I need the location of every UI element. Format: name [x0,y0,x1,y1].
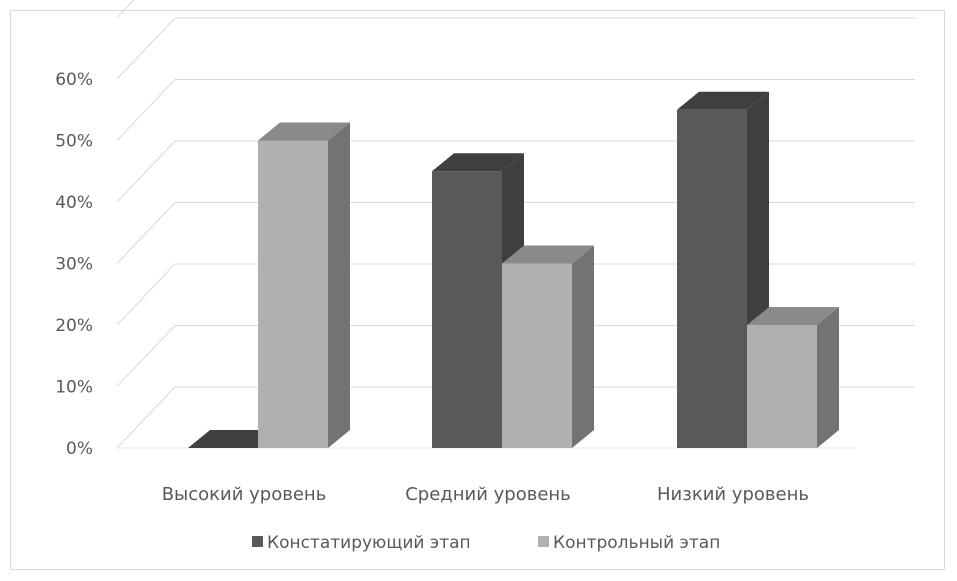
gridline-diagonal [116,17,176,80]
y-tick-label: 10% [55,378,93,398]
legend-swatch [538,536,549,547]
bar [747,307,839,448]
x-axis-categories: Высокий уровень Средний уровень Низкий уро… [162,484,809,505]
bar-side [328,122,350,448]
bar-top [747,307,839,325]
category-label: Средний уровень [405,484,571,505]
gridline-diagonal [116,140,176,203]
bar-front [502,263,572,448]
legend-label: Констатирующий этап [267,533,471,553]
category-label: Высокий уровень [162,484,327,505]
bar [502,245,594,448]
bar-front [747,325,817,448]
gridline-diagonal [116,325,176,387]
bar-top [188,430,280,448]
bar [258,122,350,448]
gridline-diagonal [116,386,176,449]
y-tick-label: 50% [55,132,93,152]
bar-front [677,109,747,448]
bar-top [677,91,769,110]
bars [188,91,839,448]
y-tick-label: 0% [66,439,93,459]
gridline-diagonal [116,263,176,326]
legend-swatch [252,536,263,547]
y-axis-ticks: 0% 10% 20% 30% 40% 50% 60% [55,70,93,459]
legend: Констатирующий этап Контрольный этап [252,533,720,553]
bar-side [572,245,594,448]
bar-front [432,171,502,448]
bar [432,153,524,448]
gridline-diagonal [116,202,176,264]
bar-side [817,307,839,448]
bar-top [258,122,350,141]
y-tick-label: 20% [55,316,93,336]
legend-label: Контрольный этап [553,533,720,553]
bar-top [502,245,594,264]
gridline-diagonal [116,79,176,141]
category-label: Низкий уровень [657,484,809,505]
bar [188,430,280,448]
gridline-diagonal [116,0,135,18]
y-tick-label: 60% [55,70,93,90]
bar-front [258,140,328,448]
chart-frame [10,10,945,570]
y-tick-label: 40% [55,193,93,213]
y-tick-label: 30% [55,255,93,275]
bar-top [432,153,524,172]
